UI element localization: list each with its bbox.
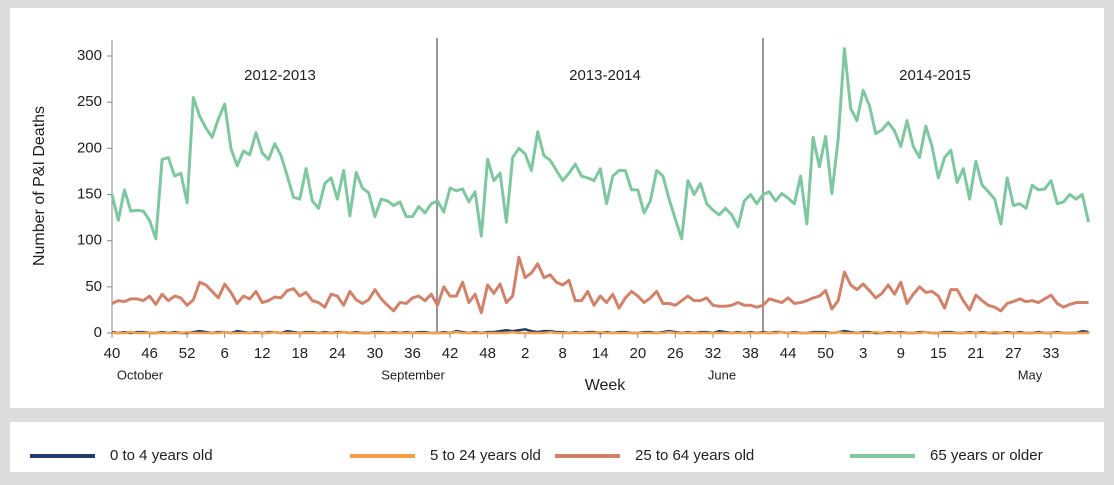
x-tick-label: 9 [897, 345, 905, 362]
x-tick-label: 52 [179, 345, 196, 362]
x-tick-label: 42 [442, 345, 459, 362]
x-tick-label: 27 [1005, 345, 1022, 362]
x-tick-label: 44 [780, 345, 797, 362]
series-line [111, 255, 1089, 315]
y-tick-label: 100 [77, 232, 102, 249]
month-label: October [117, 367, 164, 382]
x-tick-label: 2 [521, 345, 529, 362]
x-axis-label: Week [585, 377, 627, 394]
x-tick-label: 20 [629, 345, 646, 362]
legend-label: 0 to 4 years old [110, 447, 213, 464]
season-label: 2012-2013 [244, 67, 316, 84]
legend-panel [10, 422, 1104, 472]
legend-label: 65 years or older [930, 447, 1043, 464]
x-tick-label: 18 [291, 345, 308, 362]
y-tick-label: 0 [94, 324, 102, 341]
y-tick-label: 50 [85, 278, 102, 295]
x-tick-label: 15 [930, 345, 947, 362]
x-tick-label: 26 [667, 345, 684, 362]
legend-label: 25 to 64 years old [635, 447, 754, 464]
plot-panel [10, 8, 1104, 408]
series-line [110, 47, 1091, 241]
x-tick-label: 48 [479, 345, 496, 362]
x-tick-label: 24 [329, 345, 346, 362]
month-label: June [708, 367, 736, 382]
season-label: 2013-2014 [569, 67, 641, 84]
x-tick-label: 14 [592, 345, 609, 362]
x-tick-label: 32 [705, 345, 722, 362]
x-tick-label: 3 [859, 345, 867, 362]
x-tick-label: 6 [221, 345, 229, 362]
x-tick-label: 21 [968, 345, 985, 362]
month-label: May [1018, 367, 1043, 382]
x-tick-label: 46 [141, 345, 158, 362]
y-tick-label: 250 [77, 93, 102, 110]
x-tick-label: 38 [742, 345, 759, 362]
x-tick-label: 8 [559, 345, 567, 362]
x-tick-label: 33 [1043, 345, 1060, 362]
y-tick-label: 150 [77, 185, 102, 202]
y-axis-label: Number of P&I Deaths [31, 106, 48, 266]
month-label: September [381, 367, 445, 382]
y-tick-label: 200 [77, 139, 102, 156]
season-label: 2014-2015 [899, 67, 971, 84]
series-line [112, 330, 1089, 335]
x-tick-label: 36 [404, 345, 421, 362]
y-tick-label: 300 [77, 47, 102, 64]
legend-label: 5 to 24 years old [430, 447, 541, 464]
x-tick-label: 12 [254, 345, 271, 362]
x-tick-label: 50 [817, 345, 834, 362]
x-tick-label: 40 [104, 345, 121, 362]
x-tick-label: 30 [367, 345, 384, 362]
